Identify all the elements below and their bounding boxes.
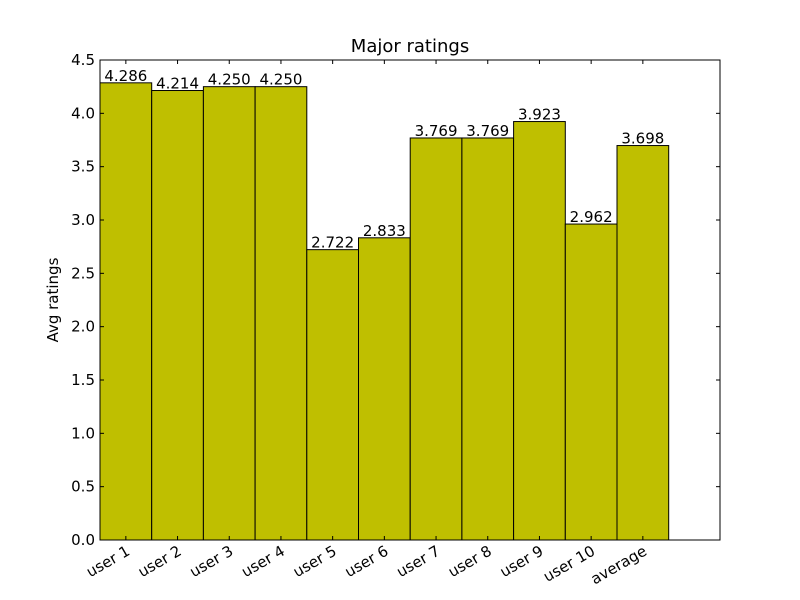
x-tick-label: user 7 bbox=[393, 542, 443, 581]
y-tick-label: 1.5 bbox=[71, 371, 95, 389]
y-tick-label: 2.5 bbox=[71, 264, 95, 282]
bar-user-4 bbox=[254, 86, 308, 541]
value-label-user-6: 2.833 bbox=[363, 222, 406, 240]
bar-user-6 bbox=[358, 237, 411, 541]
x-tick-label: user 4 bbox=[238, 542, 288, 581]
value-label-user-10: 2.962 bbox=[570, 208, 613, 226]
bar-user-8 bbox=[461, 137, 515, 541]
y-tick-label: 0.5 bbox=[71, 478, 95, 496]
value-label-user-5: 2.722 bbox=[311, 234, 354, 252]
y-tick-label: 0.0 bbox=[71, 531, 95, 549]
bar-user-3 bbox=[202, 86, 256, 541]
data-labels-layer: 4.286 4.214 4.250 4.250 2.722 2.833 3.769 3.769… bbox=[104, 67, 664, 252]
y-tick-label: 4.0 bbox=[71, 104, 95, 122]
value-label-user-7: 3.769 bbox=[415, 122, 458, 140]
value-label-user-1: 4.286 bbox=[104, 67, 147, 85]
x-tick-label: user 2 bbox=[135, 542, 185, 581]
value-label-average: 3.698 bbox=[621, 130, 664, 148]
y-tick-label: 3.5 bbox=[71, 158, 95, 176]
y-axis-label: Avg ratings bbox=[44, 257, 62, 342]
plot-frame bbox=[99, 59, 721, 541]
x-tick-label: user 6 bbox=[342, 542, 392, 581]
bar-average bbox=[616, 145, 670, 541]
bar-user-2 bbox=[151, 90, 204, 541]
bars-layer bbox=[99, 82, 670, 541]
bar-user-5 bbox=[306, 249, 359, 541]
x-tick-label: user 8 bbox=[445, 542, 495, 581]
y-tick-label: 2.0 bbox=[71, 318, 95, 336]
value-label-user-9: 3.923 bbox=[518, 106, 561, 124]
x-tick-label: average bbox=[588, 542, 650, 588]
value-label-user-3: 4.250 bbox=[208, 71, 251, 89]
value-label-user-4: 4.250 bbox=[259, 71, 302, 89]
y-tick-label: 1.0 bbox=[71, 424, 95, 442]
x-tick-label: user 10 bbox=[540, 542, 598, 586]
x-tick-label: user 3 bbox=[187, 542, 237, 581]
bar-user-10 bbox=[564, 223, 618, 541]
bar-user-1 bbox=[99, 82, 153, 541]
chart-title: Major ratings bbox=[351, 36, 469, 57]
y-tick-label: 4.5 bbox=[71, 51, 95, 69]
value-label-user-8: 3.769 bbox=[466, 122, 509, 140]
x-tick-label: user 5 bbox=[290, 542, 340, 581]
bar-user-9 bbox=[513, 121, 566, 541]
y-ticks-layer: 0.0 0.5 1.0 1.5 2.0 2.5 3.0 3.5 4.0 4.5 bbox=[71, 51, 720, 549]
bar-user-7 bbox=[409, 137, 463, 541]
value-label-user-2: 4.214 bbox=[156, 75, 199, 93]
y-tick-label: 3.0 bbox=[71, 211, 95, 229]
x-tick-label: user 9 bbox=[497, 542, 547, 581]
